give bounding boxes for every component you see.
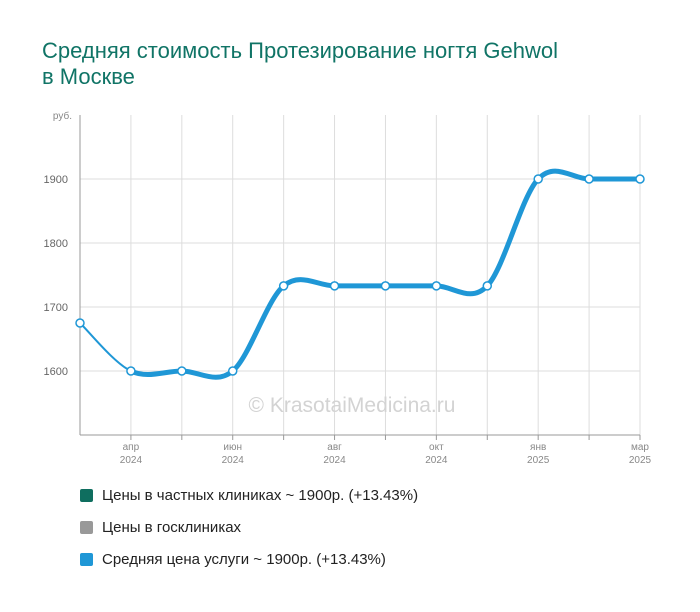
x-tick-label-month: янв [530, 442, 546, 453]
watermark: © KrasotaiMedicina.ru [249, 394, 456, 417]
data-point [227, 366, 238, 376]
series-line-segment [179, 368, 236, 380]
series-line-segment [79, 322, 132, 372]
chart-points [75, 174, 645, 376]
series-line-segment [535, 168, 592, 182]
data-point [482, 281, 493, 291]
legend-item-public[interactable]: Цены в госклиниках [80, 518, 418, 536]
data-point [75, 318, 85, 328]
y-tick-label: 1900 [44, 174, 68, 186]
series-line-segment [281, 277, 338, 289]
x-tick-label-year: 2024 [323, 455, 346, 466]
x-tick-label-month: окт [429, 442, 444, 453]
legend-label-private: Цены в частных клиниках ~ 1900р. (+13.43… [102, 486, 419, 504]
y-tick-label: 1700 [44, 302, 68, 314]
legend-label-public: Цены в госклиниках [102, 518, 242, 536]
chart-title: Средняя стоимость Протезирование ногтя G… [42, 38, 662, 90]
legend-swatch-average [80, 552, 93, 566]
legend-swatch-private [80, 488, 93, 502]
data-point [278, 281, 289, 291]
legend-item-average[interactable]: Средняя цена услуги ~ 1900р. (+13.43%) [80, 550, 418, 568]
data-point [584, 174, 594, 184]
data-point [329, 281, 340, 291]
chart-legend: Цены в частных клиниках ~ 1900р. (+13.43… [80, 486, 418, 582]
data-point [533, 174, 543, 184]
x-tick-label-year: 2025 [629, 455, 652, 466]
x-tick-label-month: авг [327, 442, 342, 453]
x-tick-label-year: 2024 [120, 455, 143, 466]
legend-swatch-public [80, 520, 93, 534]
data-point [431, 281, 442, 291]
chart-axes: 1600 1700 1800 1900 руб. апр 2024 июн 2024 авг 202… [44, 110, 652, 466]
x-tick-label-year: 2024 [222, 455, 245, 466]
x-tick-label-month: мар [631, 442, 649, 453]
x-tick-label-year: 2024 [425, 455, 448, 466]
chart-series [79, 168, 643, 380]
data-point [126, 366, 136, 376]
legend-item-private[interactable]: Цены в частных клиниках ~ 1900р. (+13.43… [80, 486, 418, 504]
series-line-segment [433, 283, 490, 297]
chart-title-line-2: в Москве [42, 64, 135, 89]
y-axis-unit-label: руб. [53, 110, 72, 122]
series-line-segment [230, 283, 287, 374]
series-line-segment [484, 176, 541, 289]
chart-title-line-1: Средняя стоимость Протезирование ногтя G… [42, 38, 558, 63]
data-point [635, 174, 645, 184]
chart-grid [80, 115, 641, 435]
line-chart: 1600 1700 1800 1900 руб. апр 2024 июн 2024 авг 202… [44, 110, 652, 466]
y-tick-label: 1600 [44, 366, 68, 378]
x-tick-label-month: апр [123, 442, 140, 453]
legend-label-average: Средняя цена услуги ~ 1900р. (+13.43%) [102, 550, 386, 568]
data-point [177, 366, 187, 376]
series-line-segment [128, 368, 185, 378]
data-point [380, 281, 391, 291]
y-tick-label: 1800 [44, 238, 68, 250]
x-tick-label-month: июн [223, 442, 242, 453]
x-tick-label-year: 2025 [527, 455, 550, 466]
